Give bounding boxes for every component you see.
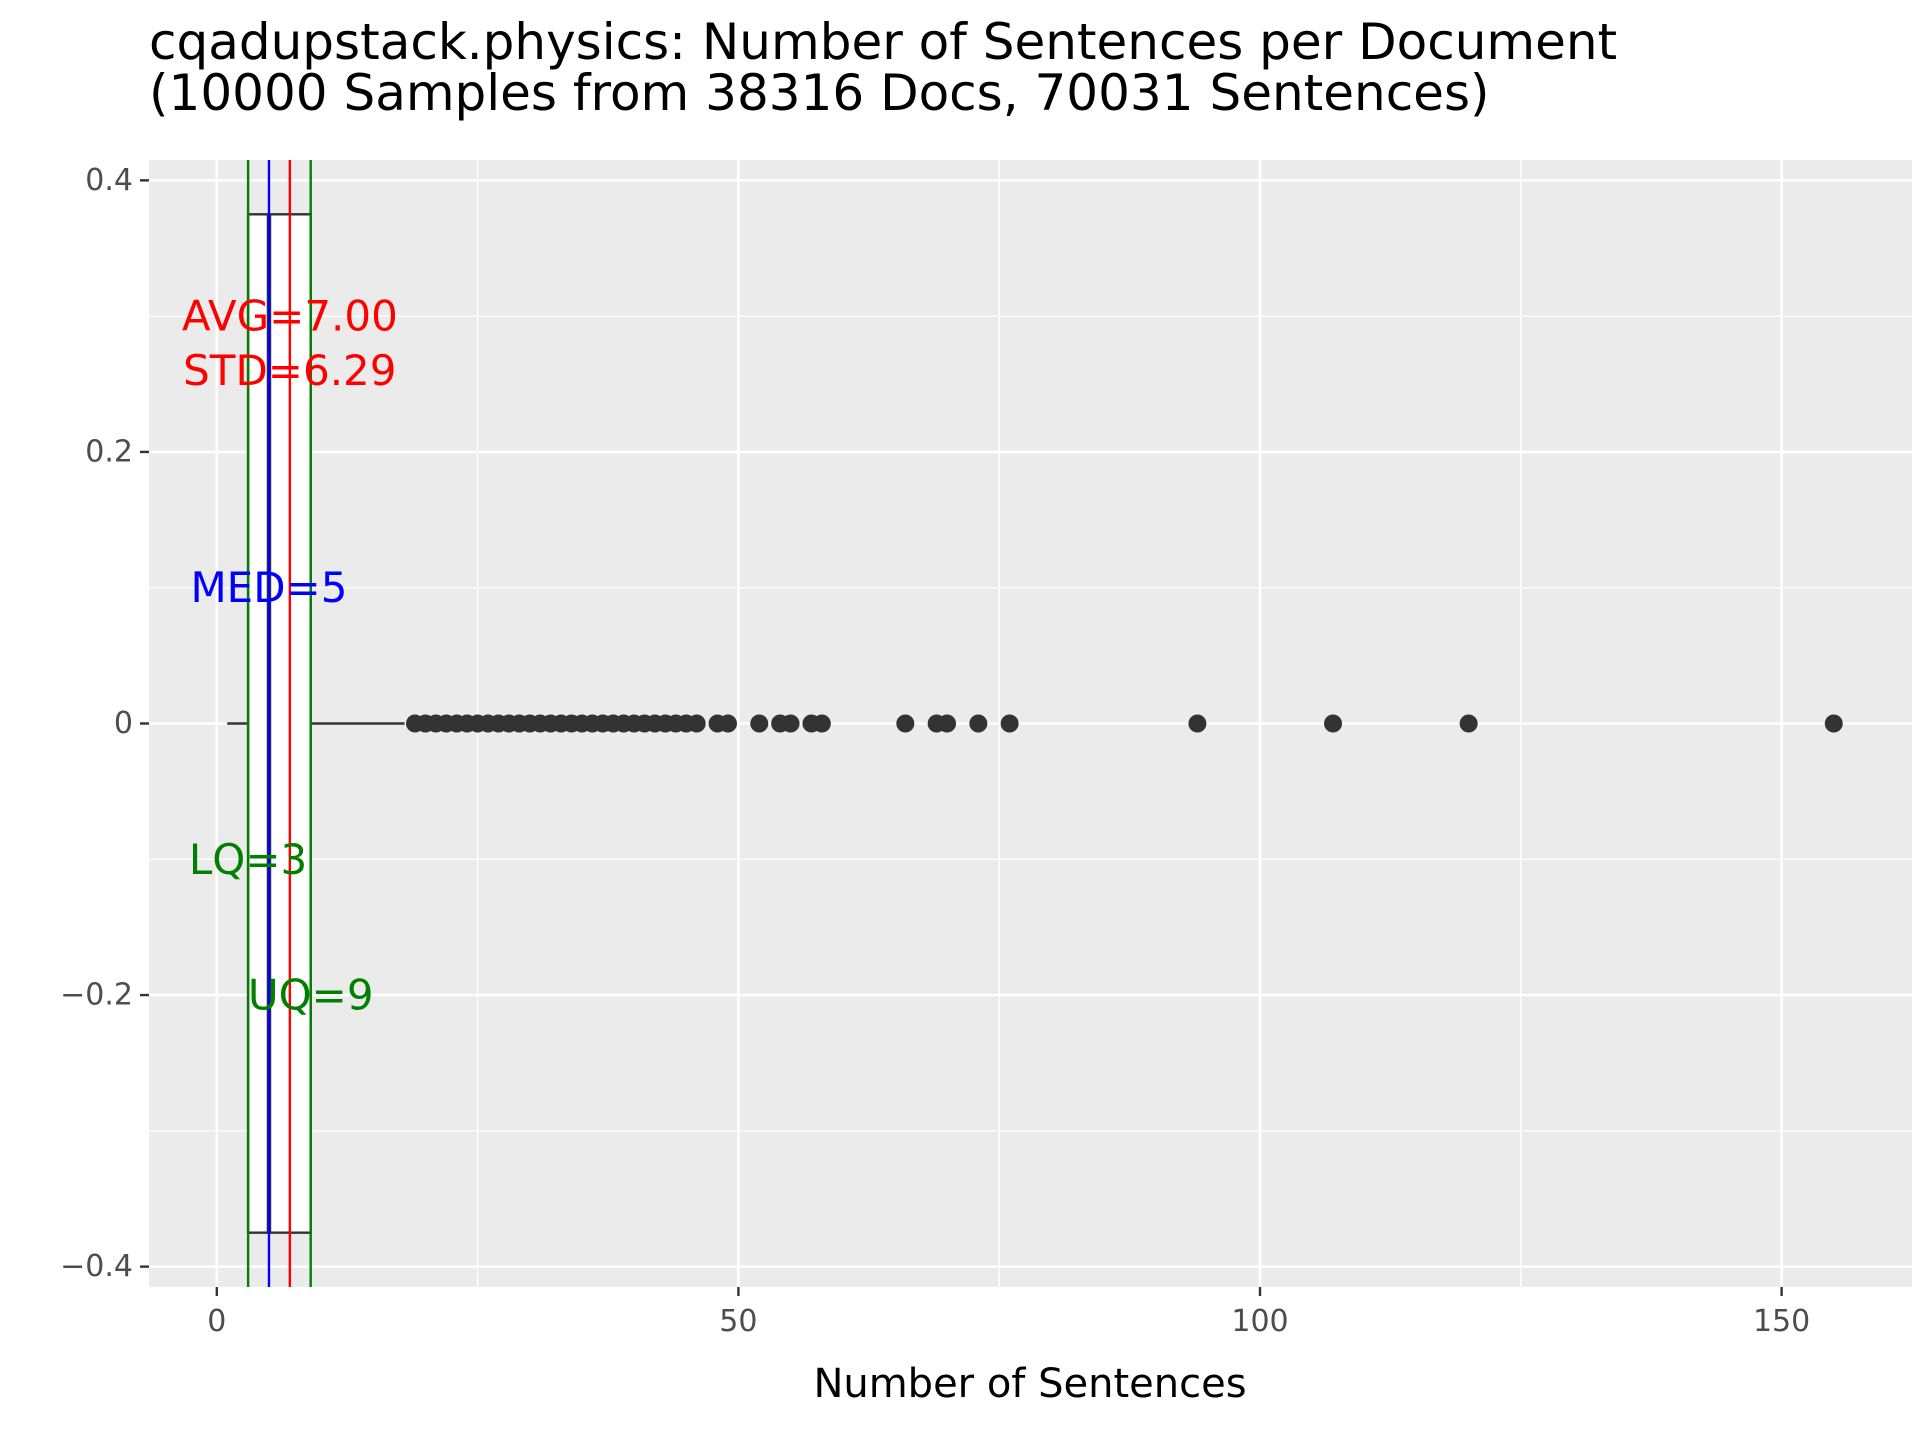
outlier-point — [1459, 714, 1478, 733]
chart-title-line-1: cqadupstack.physics: Number of Sentences… — [149, 13, 1617, 71]
outlier-point — [1324, 714, 1343, 733]
x-tick-label: 50 — [719, 1304, 757, 1339]
x-tick-label: 0 — [207, 1304, 226, 1339]
outlier-point — [812, 714, 831, 733]
outlier-point — [718, 714, 737, 733]
annotation-label: LQ=3 — [189, 835, 307, 884]
outlier-point — [1000, 714, 1019, 733]
outlier-point — [938, 714, 957, 733]
x-axis: 0 50 100 150 — [207, 1287, 1810, 1339]
y-tick-label: −0.4 — [60, 1249, 133, 1284]
chart-title-line-2: (10000 Samples from 38316 Docs, 70031 Se… — [149, 64, 1490, 122]
outlier-point — [781, 714, 800, 733]
y-tick-label: 0.2 — [85, 434, 133, 469]
annotation-label: MED=5 — [190, 563, 347, 612]
reference-lines — [246, 160, 312, 1287]
x-axis-title: Number of Sentences — [813, 1361, 1246, 1407]
outlier-point — [1188, 714, 1207, 733]
major-gridlines — [149, 160, 1912, 1287]
outlier-point — [969, 714, 988, 733]
y-axis: −0.4 −0.2 0 0.2 0.4 — [60, 163, 149, 1284]
y-tick-label: 0 — [114, 706, 133, 741]
annotation-label: AVG=7.00 — [182, 292, 398, 341]
outlier-point — [750, 714, 769, 733]
y-tick-label: −0.2 — [60, 978, 133, 1013]
annotation-label: UQ=9 — [248, 971, 374, 1020]
annotation-label: STD=6.29 — [183, 346, 396, 395]
x-tick-label: 100 — [1231, 1304, 1288, 1339]
y-tick-label: 0.4 — [85, 163, 133, 198]
outlier-points — [406, 714, 1843, 733]
annotations: AVG=7.00 STD=6.29 MED=5 LQ=3 UQ=9 — [182, 292, 398, 1020]
outlier-point — [687, 714, 706, 733]
outlier-point — [1824, 714, 1843, 733]
outlier-point — [896, 714, 915, 733]
x-tick-label: 150 — [1753, 1304, 1810, 1339]
